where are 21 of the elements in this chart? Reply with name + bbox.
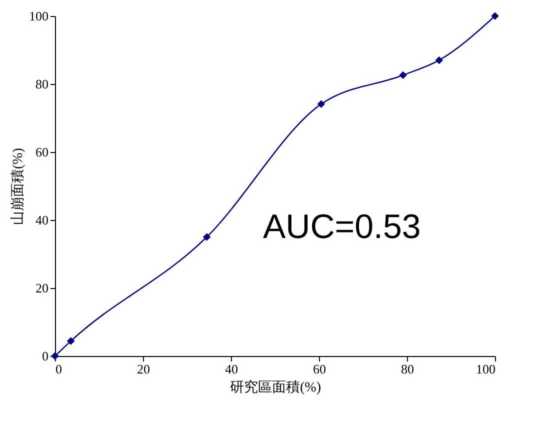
- point: [317, 100, 326, 108]
- x-tick-label: 60: [313, 362, 326, 376]
- y-tick-label: 100: [29, 8, 48, 24]
- x-axis-title: 研究區面積(%): [230, 380, 322, 396]
- x-tick-label: 40: [225, 362, 238, 376]
- x-tick-label: 0: [56, 362, 62, 376]
- y-tick-label: 0: [42, 348, 48, 364]
- y-tick-label: 80: [36, 76, 48, 92]
- x-tick-label: 20: [137, 362, 150, 376]
- y-axis-title: 山崩面積(%): [10, 148, 26, 225]
- point: [491, 12, 499, 20]
- y-tick-label: 40: [36, 212, 48, 228]
- annotation: AUC=0.53: [263, 208, 421, 246]
- x-tick-label: 100: [476, 362, 496, 376]
- y-tick-label: 60: [36, 144, 48, 160]
- x-tick-label: 80: [401, 362, 414, 376]
- point: [435, 56, 443, 64]
- point: [399, 71, 407, 80]
- point: [66, 337, 75, 345]
- point: [202, 233, 211, 241]
- y-tick-label: 20: [36, 280, 48, 296]
